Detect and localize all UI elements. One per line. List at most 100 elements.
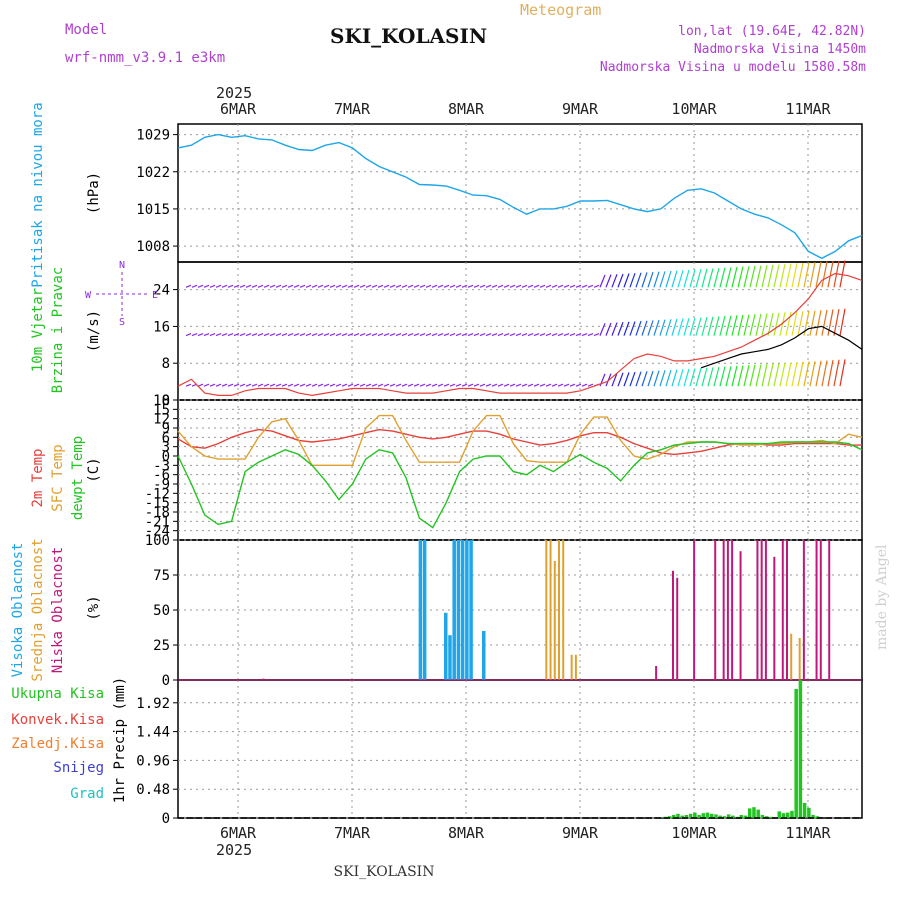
wind-barb	[593, 284, 600, 288]
pressure-side-label: Pritisak na nivou mora	[30, 102, 46, 287]
cloud-low-bar	[756, 540, 759, 680]
wind-barb	[689, 317, 696, 336]
wind-barb	[551, 284, 558, 288]
wind-barb	[203, 284, 210, 288]
wind-barb	[815, 261, 822, 288]
wind-barb	[557, 333, 564, 337]
lonlat-text: lon,lat (19.64E, 42.82N)	[678, 24, 866, 39]
cloud-low-bar	[714, 540, 717, 680]
wind-barb	[293, 284, 300, 288]
wind-ylabel: (m/s)	[86, 310, 102, 352]
wind-barb	[251, 333, 258, 337]
cloud-mid-bar	[798, 638, 801, 680]
wind-barb	[599, 323, 606, 336]
y-tick-label: 50	[153, 603, 170, 619]
wind-barb	[305, 333, 312, 337]
wind-barb	[839, 308, 846, 336]
wind-barb	[671, 318, 678, 336]
precip-bar	[714, 814, 718, 818]
cloud-mid-bar	[790, 633, 793, 680]
cloud-low-bar	[726, 540, 729, 680]
wind-barb	[611, 274, 618, 288]
wind-barb	[185, 333, 192, 337]
wind-barb	[473, 284, 480, 288]
wind-barb	[185, 284, 192, 288]
wind-barb	[341, 333, 348, 337]
y-tick-label: 1008	[136, 239, 170, 255]
wind-barb	[803, 361, 810, 387]
cloud-high-bar	[482, 631, 486, 680]
wind-barb	[629, 371, 636, 387]
cloud-low-bar	[676, 577, 679, 680]
wind-barb	[245, 333, 252, 337]
cloud-high-bar	[448, 635, 452, 680]
wind-barb	[545, 333, 552, 337]
precip-legend-item: Snijeg	[53, 760, 104, 776]
wind-barb	[491, 333, 498, 337]
wind-barb	[371, 333, 378, 337]
precip-bar	[726, 814, 731, 818]
precip-bar	[676, 813, 680, 818]
watermark: made by Angel	[874, 544, 890, 650]
wind-barb	[647, 370, 654, 387]
wind-barb	[185, 383, 192, 387]
wind-barb	[683, 368, 690, 387]
wind-barb	[581, 284, 588, 288]
wind-barb	[359, 383, 366, 387]
y-tick-label: -9	[153, 477, 170, 493]
wind-barb	[227, 284, 234, 288]
wind-barb	[695, 317, 702, 336]
wind-side-label-2: Brzina i Pravac	[50, 267, 66, 393]
wind-barb	[827, 309, 834, 336]
cloud-high-bar	[422, 540, 427, 680]
y-tick-label: 9	[162, 421, 170, 437]
wind-barb	[677, 270, 684, 288]
wind-barb	[659, 319, 666, 336]
wind-barb	[701, 316, 708, 336]
precip-bar	[764, 816, 769, 818]
wind-barb	[653, 319, 660, 336]
wind-barb	[809, 262, 816, 288]
cloud-ylabel: (%)	[86, 595, 102, 620]
cloud-high-bar	[444, 612, 448, 680]
wind-barb	[539, 383, 546, 387]
model-label: Model	[65, 22, 107, 38]
panel-frame	[177, 679, 863, 819]
y-tick-label: 1015	[136, 202, 170, 218]
wind-barb	[407, 333, 414, 337]
wind-barb	[485, 383, 492, 387]
wind-barb	[485, 333, 492, 337]
wind-barb	[389, 383, 396, 387]
meteogram-subtitle: Meteogram	[520, 1, 601, 19]
wind-barb	[803, 262, 810, 288]
wind-barb	[383, 284, 390, 288]
precip-bar	[731, 815, 735, 818]
wind-barb	[449, 284, 456, 288]
cloud-low-bar	[828, 540, 831, 680]
cloud-high-bar	[469, 540, 473, 680]
wind-barb	[407, 383, 414, 387]
precip-bar	[672, 815, 676, 818]
wind-barb	[797, 262, 804, 288]
wind-barb	[809, 361, 816, 387]
precip-bar	[815, 816, 820, 818]
wind-barb	[263, 333, 270, 337]
precip-bar	[760, 815, 765, 818]
wind-barb	[551, 333, 558, 337]
wind-barb	[437, 383, 444, 387]
wind-barb	[275, 383, 282, 387]
wind-barb	[677, 318, 684, 336]
wind-barb	[671, 270, 678, 288]
wind-barb	[725, 315, 732, 336]
wind-barb	[455, 333, 462, 337]
wind-barb	[329, 284, 336, 288]
wind-barb	[323, 333, 330, 337]
y-tick-label: 1.92	[136, 696, 170, 712]
wind-barb	[551, 383, 558, 387]
wind-barb	[479, 383, 486, 387]
wind-barb	[455, 383, 462, 387]
wind-barb	[701, 367, 708, 387]
wind-barb	[605, 274, 612, 288]
date-label-top: 8MAR	[448, 100, 485, 118]
wind-barb	[809, 310, 816, 336]
